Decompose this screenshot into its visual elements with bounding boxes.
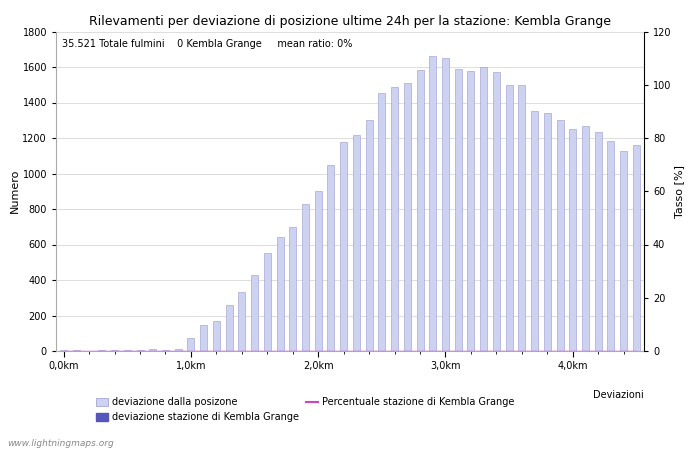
Bar — [518, 85, 525, 351]
Bar — [162, 350, 169, 351]
Bar — [200, 325, 207, 351]
Bar — [480, 67, 487, 351]
Text: www.lightningmaps.org: www.lightningmaps.org — [7, 439, 113, 448]
Bar — [404, 83, 411, 351]
Y-axis label: Numero: Numero — [10, 169, 20, 213]
Bar — [175, 349, 182, 351]
Bar — [633, 145, 640, 351]
Text: 35.521 Totale fulmini    0 Kembla Grange     mean ratio: 0%: 35.521 Totale fulmini 0 Kembla Grange me… — [62, 40, 352, 50]
Text: Deviazioni: Deviazioni — [594, 390, 644, 400]
Bar — [238, 292, 245, 351]
Bar — [544, 113, 551, 351]
Bar — [213, 321, 220, 351]
Bar — [315, 191, 322, 351]
Bar — [264, 253, 271, 351]
Bar — [608, 141, 615, 351]
Bar — [60, 350, 67, 351]
Title: Rilevamenti per deviazione di posizione ultime 24h per la stazione: Kembla Grang: Rilevamenti per deviazione di posizione … — [89, 14, 611, 27]
Bar — [353, 135, 360, 351]
Legend: deviazione dalla posizone, deviazione stazione di Kembla Grange, Percentuale sta: deviazione dalla posizone, deviazione st… — [96, 397, 514, 422]
Bar — [455, 69, 462, 351]
Bar — [328, 165, 335, 351]
Bar — [302, 204, 309, 351]
Bar — [98, 350, 105, 351]
Bar — [620, 151, 627, 351]
Bar — [391, 86, 398, 351]
Bar — [276, 237, 284, 351]
Bar — [225, 305, 232, 351]
Bar — [289, 227, 296, 351]
Bar — [124, 350, 131, 351]
Bar — [429, 56, 436, 351]
Bar — [505, 85, 512, 351]
Bar — [378, 93, 385, 351]
Bar — [188, 338, 195, 351]
Bar — [582, 126, 589, 351]
Bar — [365, 120, 372, 351]
Bar — [595, 132, 602, 351]
Bar — [340, 143, 347, 351]
Y-axis label: Tasso [%]: Tasso [%] — [674, 165, 685, 218]
Bar — [149, 349, 156, 351]
Bar — [136, 350, 144, 351]
Bar — [556, 120, 564, 351]
Bar — [442, 58, 449, 351]
Bar — [531, 112, 538, 351]
Bar — [569, 129, 576, 351]
Bar — [468, 71, 475, 351]
Bar — [251, 274, 258, 351]
Bar — [416, 70, 424, 351]
Bar — [493, 72, 500, 351]
